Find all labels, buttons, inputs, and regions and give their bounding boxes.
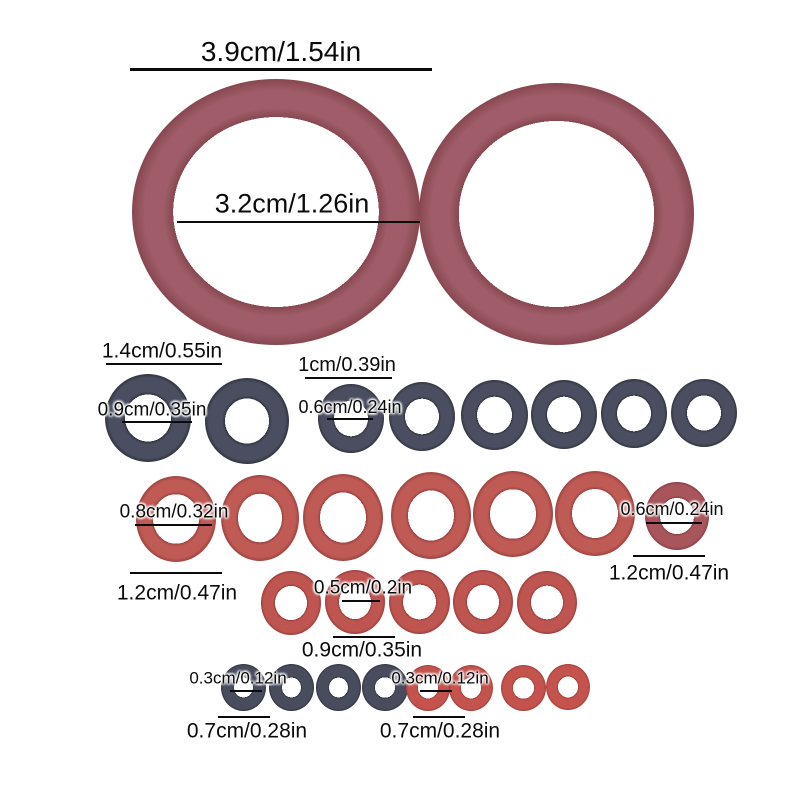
oring-red-large-4 <box>391 471 471 559</box>
measurement-line-red-medium-outer <box>333 636 395 638</box>
measurement-label-black-small-inner: 0.6cm/0.24in <box>298 397 402 417</box>
oring-red-medium-4 <box>453 570 513 634</box>
oring-red-large-5 <box>473 471 553 557</box>
measurement-line-black-large-inner <box>122 421 192 423</box>
oring-red-medium-5 <box>517 570 577 634</box>
oring-black-small-4 <box>531 379 597 449</box>
oring-red-medium-3 <box>388 570 450 634</box>
measurement-label-red-small-outer-right: 1.2cm/0.47in <box>608 561 730 585</box>
oring-red-tiny-4 <box>546 664 590 710</box>
measurement-label-black-large-outer: 1.4cm/0.55in <box>101 339 223 363</box>
oring-red-large-3 <box>303 473 383 561</box>
measurement-label-red-medium-outer: 0.9cm/0.35in <box>301 638 423 662</box>
oring-red-tiny-3 <box>500 665 546 711</box>
measurement-label-tiny-red-outer: 0.7cm/0.28in <box>379 719 501 743</box>
oring-black-small-6 <box>671 379 737 447</box>
oring-black-small-3 <box>460 380 528 450</box>
oring-black-tiny-3 <box>315 663 361 711</box>
measurement-line-black-small-inner <box>327 418 373 420</box>
measurement-line-red-large-outer-left <box>130 572 222 574</box>
measurement-label-red-large-inner: 0.8cm/0.32in <box>119 501 229 523</box>
oring-red-medium-1 <box>261 571 321 635</box>
oring-red-large-6 <box>555 470 635 556</box>
oring-black-tiny-4 <box>362 663 408 711</box>
measurement-line-tiny-black-outer <box>218 716 270 718</box>
measurement-line-large-inner-diameter <box>177 221 420 223</box>
measurement-line-tiny-red-inner <box>420 690 452 692</box>
measurement-line-red-small-outer-right <box>633 555 705 557</box>
measurement-label-tiny-black-inner: 0.3cm/0.12in <box>189 668 287 688</box>
measurement-line-tiny-black-inner <box>230 690 262 692</box>
oring-red-medium-2 <box>325 570 385 634</box>
measurement-line-black-large-outer <box>106 363 222 365</box>
measurement-label-tiny-red-inner: 0.3cm/0.12in <box>391 668 489 688</box>
oring-large-maroon-1 <box>132 79 420 345</box>
measurement-line-black-small-outer <box>305 377 392 379</box>
measurement-label-large-outer-diameter: 3.9cm/1.54in <box>200 36 362 67</box>
measurement-line-red-small-inner <box>646 522 702 524</box>
measurement-line-tiny-red-outer <box>413 716 465 718</box>
oring-black-large-1 <box>105 374 191 462</box>
measurement-line-red-medium-inner <box>342 600 380 602</box>
oring-black-small-5 <box>601 378 667 448</box>
measurement-line-red-large-inner <box>135 524 212 526</box>
measurement-label-black-large-inner: 0.9cm/0.35in <box>97 399 207 421</box>
measurement-label-red-large-outer-left: 1.2cm/0.47in <box>116 581 238 605</box>
oring-red-large-1 <box>136 476 216 562</box>
measurement-label-large-inner-diameter: 3.2cm/1.26in <box>214 188 370 219</box>
oring-black-tiny-2 <box>268 663 314 711</box>
measurement-label-tiny-black-outer: 0.7cm/0.28in <box>186 719 308 743</box>
oring-large-maroon-2 <box>418 83 694 345</box>
oring-red-small-dark-1 <box>645 482 709 550</box>
oring-black-small-2 <box>389 381 455 451</box>
oring-red-large-2 <box>221 475 299 561</box>
oring-black-tiny-1 <box>220 663 266 711</box>
oring-red-tiny-1 <box>406 665 450 711</box>
measurement-label-black-small-outer: 1cm/0.39in <box>298 354 396 376</box>
oring-red-tiny-2 <box>449 665 493 711</box>
oring-black-large-2 <box>205 378 289 464</box>
measurement-label-red-medium-inner: 0.5cm/0.2in <box>313 577 413 599</box>
measurement-line-large-outer-diameter <box>130 68 432 71</box>
measurement-label-red-small-inner: 0.6cm/0.24in <box>620 499 724 519</box>
